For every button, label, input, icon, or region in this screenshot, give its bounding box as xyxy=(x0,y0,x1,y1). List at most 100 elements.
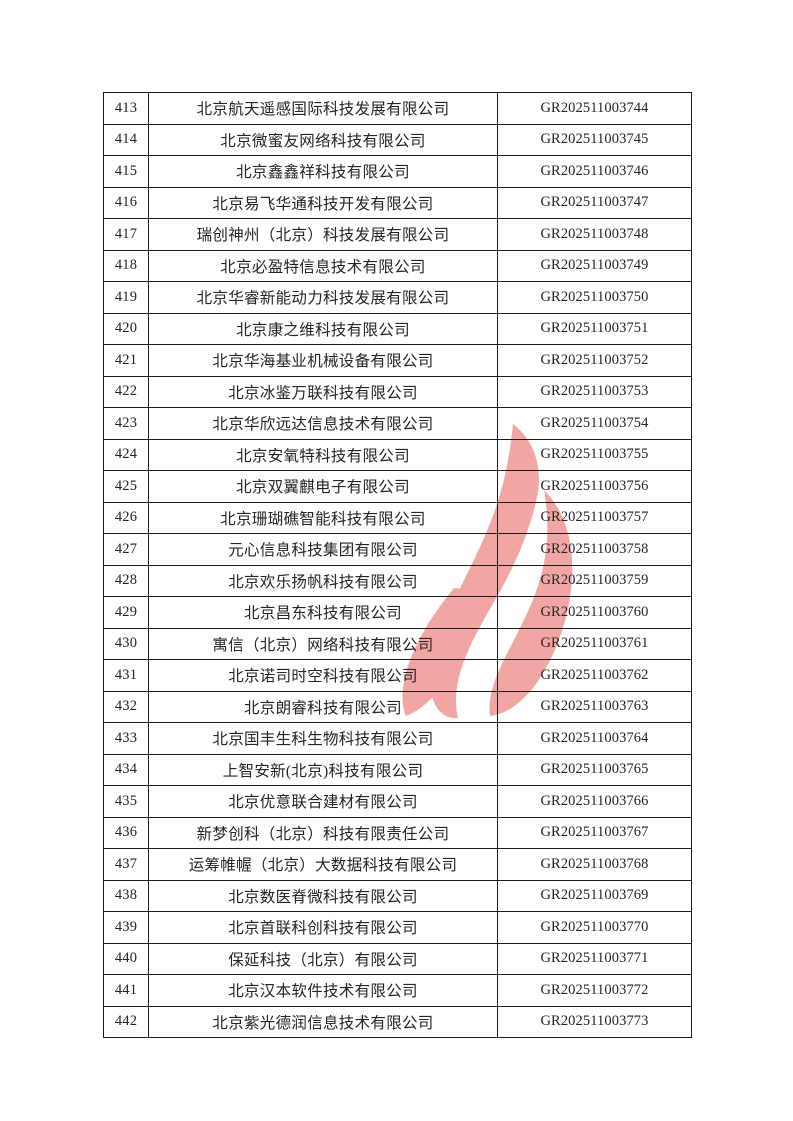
company-name-cell: 上智安新(北京)科技有限公司 xyxy=(148,753,498,786)
table-row: 434 上智安新(北京)科技有限公司 GR202511003765 xyxy=(103,753,692,786)
row-index-cell: 437 xyxy=(103,848,149,881)
certificate-number-cell: GR202511003763 xyxy=(497,690,692,723)
company-name-cell: 北京华海基业机械设备有限公司 xyxy=(148,344,498,377)
row-index-cell: 436 xyxy=(103,816,149,849)
table-row: 432 北京朗睿科技有限公司 GR202511003763 xyxy=(103,690,692,723)
row-index-cell: 413 xyxy=(103,92,149,125)
certificate-table-container: 413 北京航天遥感国际科技发展有限公司 GR202511003744 414 北京微蜜… xyxy=(103,92,692,1038)
certificate-number-cell: GR202511003773 xyxy=(497,1005,692,1038)
company-name-cell: 北京数医脊微科技有限公司 xyxy=(148,879,498,912)
company-name-cell: 北京必盈特信息技术有限公司 xyxy=(148,249,498,282)
certificate-number-cell: GR202511003761 xyxy=(497,627,692,660)
table-row: 439 北京首联科创科技有限公司 GR202511003770 xyxy=(103,911,692,944)
company-name-cell: 新梦创科（北京）科技有限责任公司 xyxy=(148,816,498,849)
certificate-number-cell: GR202511003770 xyxy=(497,911,692,944)
company-name-cell: 北京欢乐扬帆科技有限公司 xyxy=(148,564,498,597)
certificate-number-cell: GR202511003769 xyxy=(497,879,692,912)
certificate-number-cell: GR202511003765 xyxy=(497,753,692,786)
row-index-cell: 419 xyxy=(103,281,149,314)
row-index-cell: 440 xyxy=(103,942,149,975)
row-index-cell: 424 xyxy=(103,438,149,471)
table-row: 441 北京汉本软件技术有限公司 GR202511003772 xyxy=(103,974,692,1007)
company-name-cell: 北京安氧特科技有限公司 xyxy=(148,438,498,471)
company-name-cell: 北京珊瑚礁智能科技有限公司 xyxy=(148,501,498,534)
row-index-cell: 425 xyxy=(103,470,149,503)
row-index-cell: 430 xyxy=(103,627,149,660)
certificate-number-cell: GR202511003752 xyxy=(497,344,692,377)
company-name-cell: 北京首联科创科技有限公司 xyxy=(148,911,498,944)
company-name-cell: 北京冰鉴万联科技有限公司 xyxy=(148,375,498,408)
row-index-cell: 435 xyxy=(103,785,149,818)
certificate-number-cell: GR202511003766 xyxy=(497,785,692,818)
table-row: 417 瑞创神州（北京）科技发展有限公司 GR202511003748 xyxy=(103,218,692,251)
row-index-cell: 442 xyxy=(103,1005,149,1038)
certificate-number-cell: GR202511003746 xyxy=(497,155,692,188)
table-row: 420 北京康之维科技有限公司 GR202511003751 xyxy=(103,312,692,345)
certificate-number-cell: GR202511003756 xyxy=(497,470,692,503)
certificate-number-cell: GR202511003749 xyxy=(497,249,692,282)
table-row: 437 运筹帷幄（北京）大数据科技有限公司 GR202511003768 xyxy=(103,848,692,881)
certificate-number-cell: GR202511003768 xyxy=(497,848,692,881)
certificate-number-cell: GR202511003760 xyxy=(497,596,692,629)
certificate-number-cell: GR202511003762 xyxy=(497,659,692,692)
row-index-cell: 416 xyxy=(103,186,149,219)
table-row: 415 北京鑫鑫祥科技有限公司 GR202511003746 xyxy=(103,155,692,188)
row-index-cell: 426 xyxy=(103,501,149,534)
company-name-cell: 北京华欣远达信息技术有限公司 xyxy=(148,407,498,440)
company-name-cell: 北京双翼麒电子有限公司 xyxy=(148,470,498,503)
table-row: 429 北京昌东科技有限公司 GR202511003760 xyxy=(103,596,692,629)
certificate-number-cell: GR202511003771 xyxy=(497,942,692,975)
row-index-cell: 420 xyxy=(103,312,149,345)
company-name-cell: 北京朗睿科技有限公司 xyxy=(148,690,498,723)
certificate-number-cell: GR202511003753 xyxy=(497,375,692,408)
row-index-cell: 439 xyxy=(103,911,149,944)
certificate-number-cell: GR202511003744 xyxy=(497,92,692,125)
table-row: 423 北京华欣远达信息技术有限公司 GR202511003754 xyxy=(103,407,692,440)
company-name-cell: 寓信（北京）网络科技有限公司 xyxy=(148,627,498,660)
row-index-cell: 415 xyxy=(103,155,149,188)
table-row: 416 北京易飞华通科技开发有限公司 GR202511003747 xyxy=(103,186,692,219)
company-name-cell: 北京航天遥感国际科技发展有限公司 xyxy=(148,92,498,125)
certificate-number-cell: GR202511003767 xyxy=(497,816,692,849)
row-index-cell: 434 xyxy=(103,753,149,786)
company-name-cell: 北京国丰生科生物科技有限公司 xyxy=(148,722,498,755)
company-name-cell: 北京华睿新能动力科技发展有限公司 xyxy=(148,281,498,314)
certificate-number-cell: GR202511003764 xyxy=(497,722,692,755)
row-index-cell: 432 xyxy=(103,690,149,723)
company-name-cell: 北京鑫鑫祥科技有限公司 xyxy=(148,155,498,188)
table-row: 427 元心信息科技集团有限公司 GR202511003758 xyxy=(103,533,692,566)
certificate-number-cell: GR202511003759 xyxy=(497,564,692,597)
company-name-cell: 北京诺司时空科技有限公司 xyxy=(148,659,498,692)
certificate-number-cell: GR202511003772 xyxy=(497,974,692,1007)
table-row: 426 北京珊瑚礁智能科技有限公司 GR202511003757 xyxy=(103,501,692,534)
row-index-cell: 422 xyxy=(103,375,149,408)
table-row: 421 北京华海基业机械设备有限公司 GR202511003752 xyxy=(103,344,692,377)
certificate-number-cell: GR202511003747 xyxy=(497,186,692,219)
table-row: 435 北京优意联合建材有限公司 GR202511003766 xyxy=(103,785,692,818)
row-index-cell: 431 xyxy=(103,659,149,692)
row-index-cell: 427 xyxy=(103,533,149,566)
certificate-number-cell: GR202511003755 xyxy=(497,438,692,471)
table-row: 425 北京双翼麒电子有限公司 GR202511003756 xyxy=(103,470,692,503)
row-index-cell: 417 xyxy=(103,218,149,251)
row-index-cell: 421 xyxy=(103,344,149,377)
company-name-cell: 瑞创神州（北京）科技发展有限公司 xyxy=(148,218,498,251)
row-index-cell: 438 xyxy=(103,879,149,912)
table-row: 422 北京冰鉴万联科技有限公司 GR202511003753 xyxy=(103,375,692,408)
company-name-cell: 北京微蜜友网络科技有限公司 xyxy=(148,123,498,156)
table-row: 428 北京欢乐扬帆科技有限公司 GR202511003759 xyxy=(103,564,692,597)
table-row: 414 北京微蜜友网络科技有限公司 GR202511003745 xyxy=(103,123,692,156)
certificate-number-cell: GR202511003750 xyxy=(497,281,692,314)
row-index-cell: 429 xyxy=(103,596,149,629)
table-row: 424 北京安氧特科技有限公司 GR202511003755 xyxy=(103,438,692,471)
certificate-number-cell: GR202511003745 xyxy=(497,123,692,156)
certificate-number-cell: GR202511003751 xyxy=(497,312,692,345)
certificate-number-cell: GR202511003758 xyxy=(497,533,692,566)
row-index-cell: 423 xyxy=(103,407,149,440)
row-index-cell: 441 xyxy=(103,974,149,1007)
certificate-number-cell: GR202511003754 xyxy=(497,407,692,440)
table-row: 418 北京必盈特信息技术有限公司 GR202511003749 xyxy=(103,249,692,282)
table-row: 438 北京数医脊微科技有限公司 GR202511003769 xyxy=(103,879,692,912)
company-name-cell: 北京易飞华通科技开发有限公司 xyxy=(148,186,498,219)
